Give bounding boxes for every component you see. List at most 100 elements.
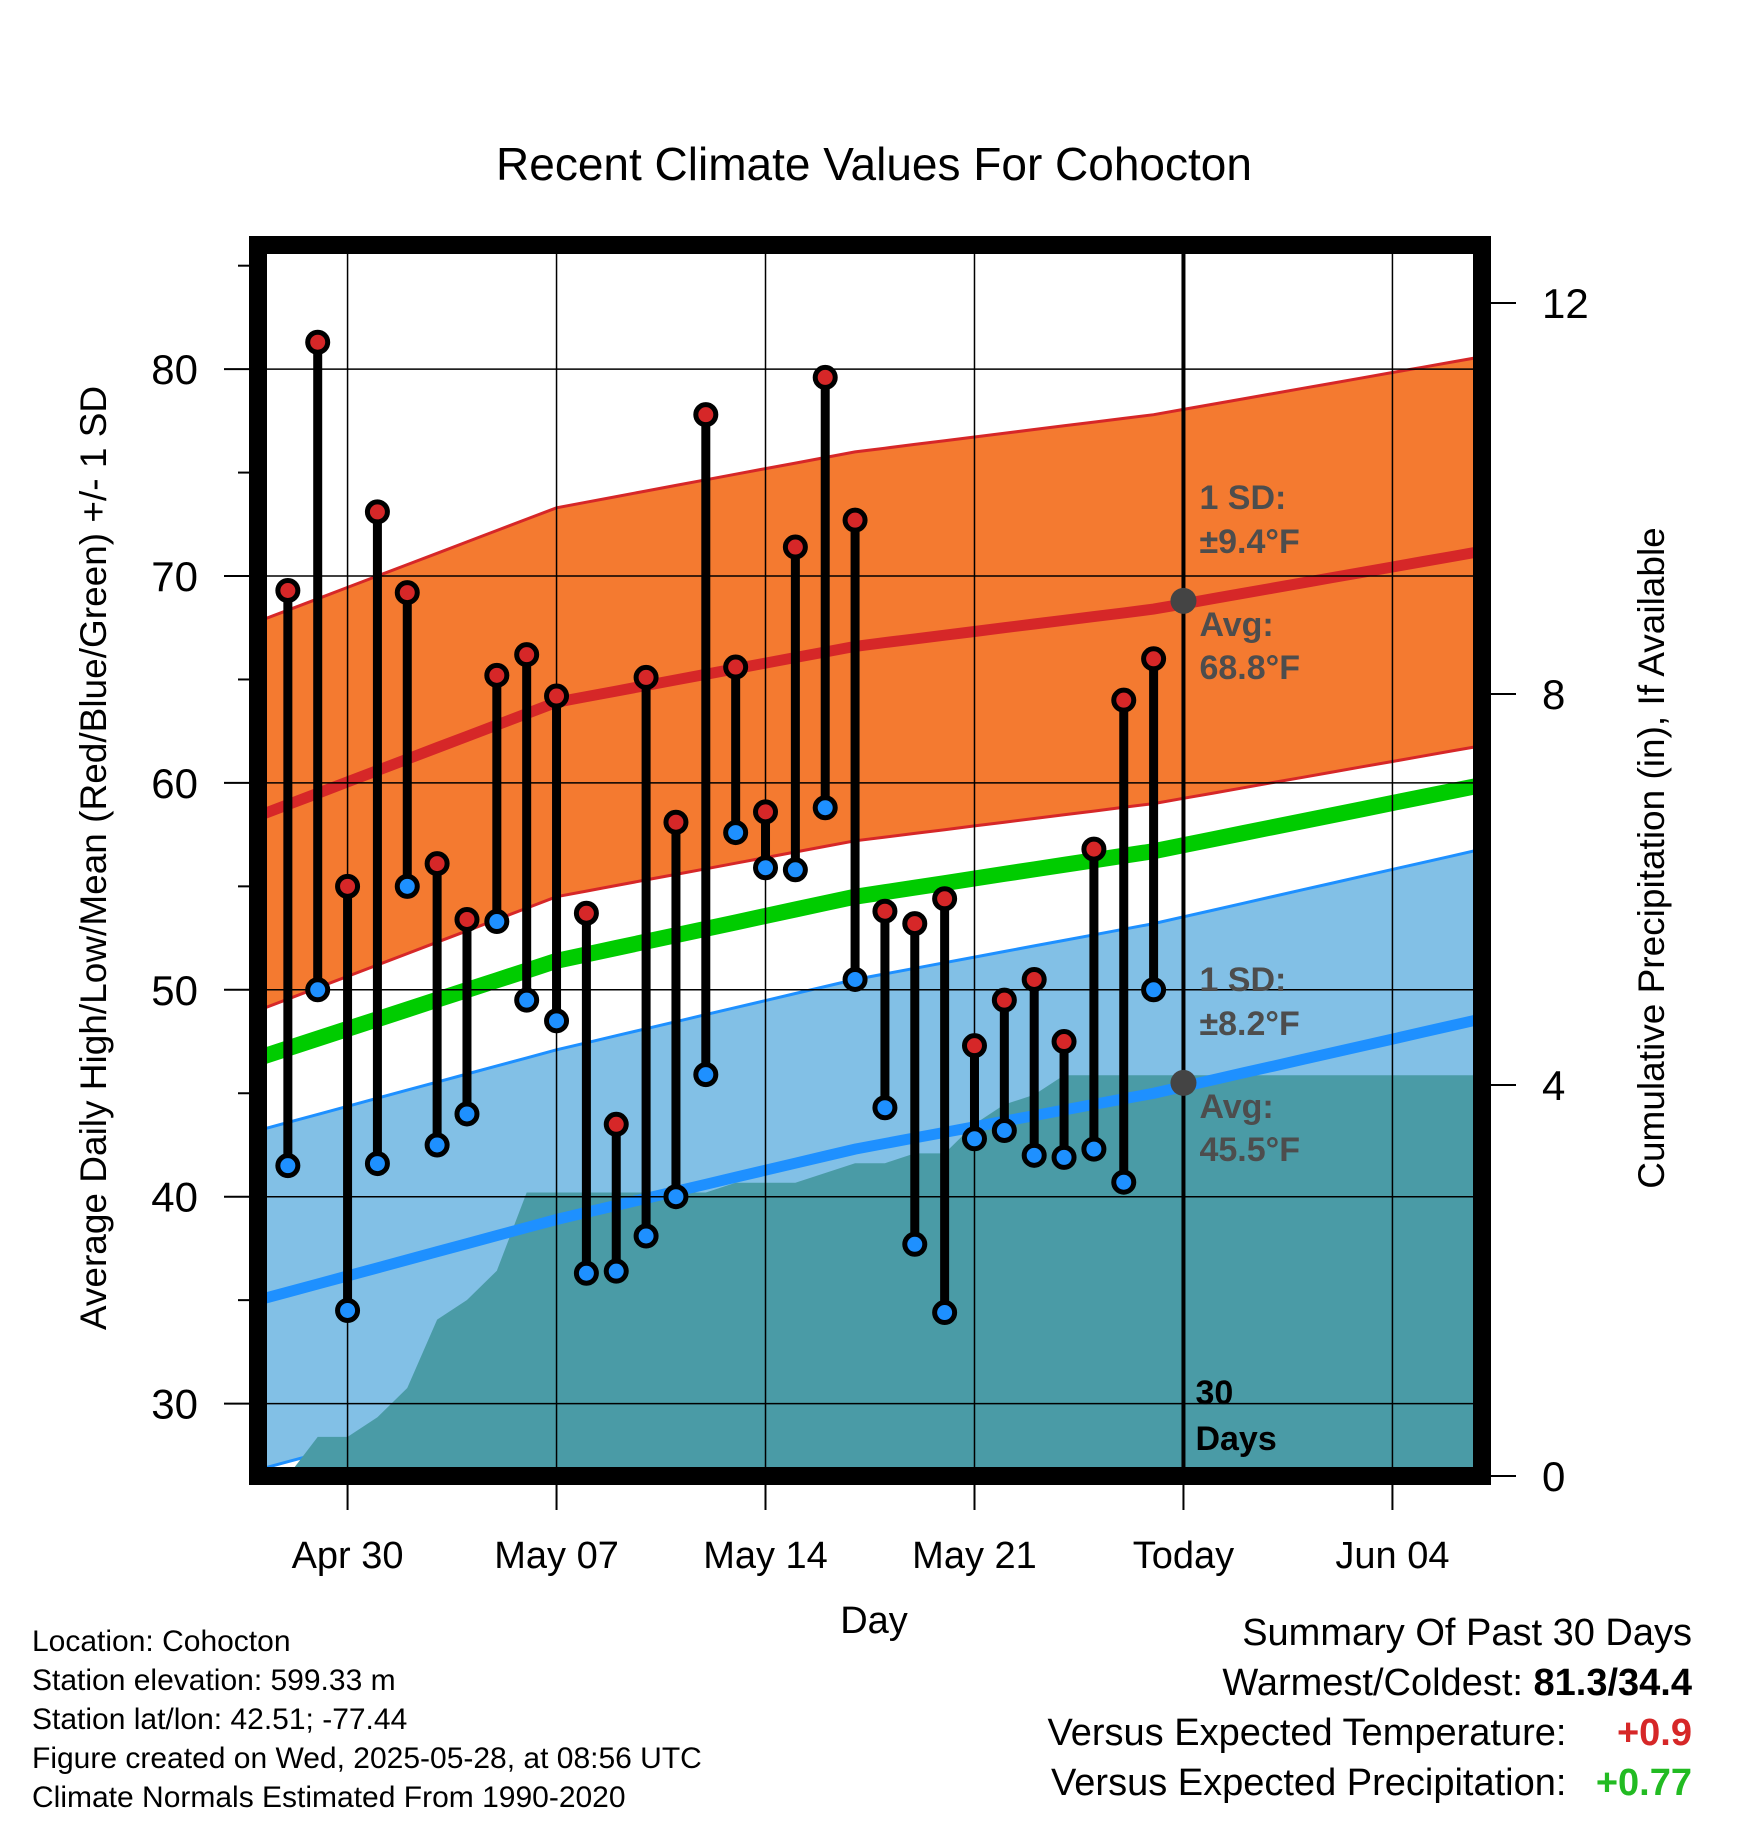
daily-high-point	[1141, 646, 1167, 672]
daily-low-point	[514, 987, 540, 1013]
daily-high-point	[723, 654, 749, 680]
high-avg-label: Avg:	[1199, 606, 1273, 644]
daily-low-point	[961, 1126, 987, 1152]
daily-high-point	[1021, 966, 1047, 992]
daily-high-point	[514, 642, 540, 668]
elevation-text: Station elevation: 599.33 m	[32, 1664, 396, 1697]
location-text: Location: Cohocton	[32, 1625, 291, 1658]
window-unit-label: Days	[1195, 1420, 1276, 1458]
daily-high-point	[812, 364, 838, 390]
daily-low-point	[932, 1300, 958, 1326]
daily-high-point	[364, 499, 390, 525]
daily-high-point	[663, 809, 689, 835]
y-tick-label: 30	[151, 1381, 198, 1428]
daily-high-point	[305, 329, 331, 355]
daily-low-point	[633, 1223, 659, 1249]
daily-low-point	[1081, 1136, 1107, 1162]
daily-low-point	[1141, 977, 1167, 1003]
daily-low-point	[902, 1231, 928, 1257]
normal-low-mean-line	[258, 1013, 1482, 1306]
daily-high-point	[932, 886, 958, 912]
daily-low-point	[454, 1101, 480, 1127]
daily-high-point	[335, 873, 361, 899]
created-text: Figure created on Wed, 2025-05-28, at 08…	[32, 1742, 702, 1775]
y-tick-label: 80	[151, 346, 198, 393]
daily-high-point	[275, 578, 301, 604]
summary-panel: Summary Of Past 30 Days Warmest/Coldest:…	[1048, 1608, 1692, 1808]
daily-low-point	[872, 1095, 898, 1121]
daily-low-point	[1051, 1144, 1077, 1170]
y2-tick-label: 4	[1542, 1062, 1565, 1109]
daily-high-point	[902, 911, 928, 937]
daily-high-point	[1111, 687, 1137, 713]
daily-low-point	[723, 820, 749, 846]
temp-value: +0.9	[1616, 1712, 1692, 1754]
station-info: Location: Cohocton Station elevation: 59…	[32, 1622, 702, 1817]
y-tick-label: 50	[151, 967, 198, 1014]
daily-high-point	[544, 683, 570, 709]
x-tick-label: Today	[1133, 1535, 1234, 1577]
plot-clip-group: 1 SD: ±9.4°F Avg: 68.8°F 1 SD: ±8.2°F Avg: 45.5…	[258, 245, 1482, 1476]
daily-low-point	[1021, 1142, 1047, 1168]
daily-high-point	[753, 799, 779, 825]
precip-value: +0.77	[1595, 1762, 1692, 1804]
daily-high-point	[603, 1111, 629, 1137]
x-tick-label: May 07	[494, 1535, 619, 1577]
daily-low-point	[991, 1117, 1017, 1143]
low-sd-label: 1 SD:	[1199, 961, 1286, 999]
daily-low-point	[782, 857, 808, 883]
daily-high-point	[782, 534, 808, 560]
normal-mean-line	[258, 777, 1482, 1066]
x-tick-label: May 14	[703, 1535, 828, 1577]
y2-tick-label: 8	[1542, 671, 1565, 718]
daily-low-point	[364, 1151, 390, 1177]
low-avg-value: 45.5°F	[1199, 1131, 1300, 1169]
low-avg-label: Avg:	[1199, 1088, 1273, 1126]
normal-high-mean-line	[258, 545, 1482, 822]
daily-low-point	[603, 1258, 629, 1284]
daily-low-point	[484, 909, 510, 935]
summary-heading: Summary Of Past 30 Days	[1242, 1612, 1692, 1654]
low-sd-value: ±8.2°F	[1199, 1005, 1299, 1043]
daily-low-point	[842, 966, 868, 992]
daily-low-point	[394, 873, 420, 899]
y-axis-label: Average Daily High/Low/Mean (Red/Blue/Gr…	[73, 386, 114, 1330]
high-sd-value: ±9.4°F	[1199, 523, 1299, 561]
latlon-text: Station lat/lon: 42.51; -77.44	[32, 1703, 408, 1736]
daily-low-point	[544, 1008, 570, 1034]
daily-high-point	[1081, 836, 1107, 862]
daily-high-point	[1051, 1029, 1077, 1055]
x-tick-label: May 21	[912, 1535, 1037, 1577]
x-axis-label: Day	[840, 1600, 908, 1642]
daily-high-point	[454, 906, 480, 932]
warm-cold-value: 81.3/34.4	[1533, 1662, 1692, 1704]
normal-high-band	[258, 356, 1482, 1011]
today-low-avg-marker	[1170, 1069, 1197, 1096]
temp-label: Versus Expected Temperature:	[1047, 1712, 1567, 1754]
y2-tick-label: 0	[1542, 1453, 1565, 1500]
daily-low-point	[573, 1260, 599, 1286]
daily-low-point	[753, 855, 779, 881]
daily-low-point	[305, 977, 331, 1003]
today-high-avg-marker	[1170, 587, 1197, 614]
y2-axis-label: Cumulative Precipitation (in), If Availa…	[1631, 527, 1672, 1189]
daily-low-point	[275, 1153, 301, 1179]
normals-text: Climate Normals Estimated From 1990-2020	[32, 1781, 626, 1814]
high-avg-value: 68.8°F	[1199, 649, 1300, 687]
daily-low-point	[812, 795, 838, 821]
daily-high-point	[633, 664, 659, 690]
high-sd-label: 1 SD:	[1199, 479, 1286, 517]
y-tick-label: 70	[151, 553, 198, 600]
daily-low-point	[424, 1132, 450, 1158]
x-tick-label: Apr 30	[292, 1535, 404, 1577]
x-tick-label: Jun 04	[1335, 1535, 1449, 1577]
daily-high-point	[693, 402, 719, 428]
daily-low-point	[1111, 1169, 1137, 1195]
window-count-label: 30	[1195, 1374, 1233, 1412]
daily-high-point	[394, 580, 420, 606]
precip-label: Versus Expected Precipitation:	[1051, 1762, 1567, 1804]
daily-high-point	[573, 900, 599, 926]
normal-low-upper-edge	[258, 847, 1482, 1132]
daily-low-point	[693, 1062, 719, 1088]
warm-cold-label: Warmest/Coldest:	[1222, 1662, 1523, 1704]
